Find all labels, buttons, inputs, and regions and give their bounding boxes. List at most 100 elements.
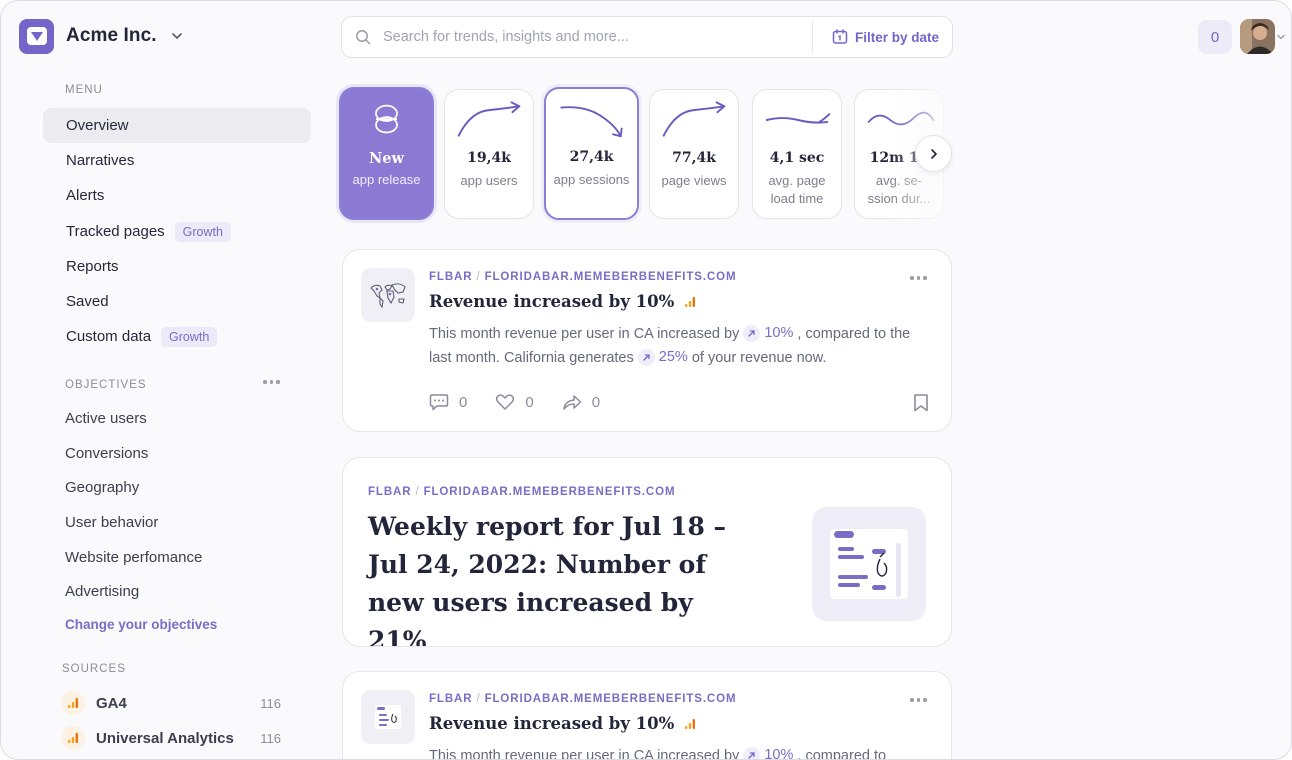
objective-item[interactable]: User behavior: [65, 514, 159, 531]
objective-item[interactable]: Geography: [65, 479, 140, 496]
sidebar-item-custom-data[interactable]: Custom data Growth: [43, 319, 311, 354]
objective-item[interactable]: Active users: [65, 410, 147, 427]
report-icon: [361, 690, 415, 744]
domain-tag[interactable]: FLORIDABAR.MEMEBERBENEFITS.COM: [423, 486, 676, 498]
trend-pill: 10%: [743, 322, 793, 345]
card-body: This month revenue per user in CA increa…: [429, 744, 929, 760]
trend-pill: 10%: [743, 744, 794, 760]
metric-tile-new-release[interactable]: New app release: [339, 87, 434, 220]
insight-card[interactable]: FLBAR / FLORIDABAR.MEMEBERBENEFITS.COM Rev…: [342, 671, 952, 760]
trend-flat-sparkline: [765, 113, 831, 124]
comment-button[interactable]: 0: [429, 393, 467, 411]
report-card[interactable]: FLBAR / FLORIDABAR.MEMEBERBENEFITS.COM Wee…: [342, 457, 952, 647]
calendar-icon: [832, 29, 848, 44]
objective-item[interactable]: Advertising: [65, 583, 140, 600]
trend-pill: 25%: [637, 346, 688, 369]
acme-logo-icon: [19, 18, 54, 54]
objectives-section-label: OBJECTIVES: [65, 379, 147, 391]
share-icon: [562, 395, 581, 410]
divider: [811, 21, 813, 53]
card-title-text: Revenue increased by 10%: [429, 714, 675, 733]
card-body-text: This month revenue per user in CA increa…: [429, 748, 740, 760]
share-count: 0: [591, 393, 601, 411]
trend-value: 25%: [658, 349, 688, 365]
arrow-up-right-icon: [743, 325, 761, 342]
sidebar-item-alerts[interactable]: Alerts: [43, 178, 311, 213]
metric-value: 19,4k: [467, 150, 511, 166]
metric-tile-avg-page-load-time[interactable]: 4,1 sec avg. page load time: [752, 89, 842, 219]
sidebar: Acme Inc. MENU Overview Narratives Alert…: [1, 1, 326, 759]
org-name: Acme Inc.: [66, 25, 157, 46]
sidebar-item-narratives[interactable]: Narratives: [43, 143, 311, 178]
sidebar-item-tracked-pages[interactable]: Tracked pages Growth: [43, 214, 311, 249]
trend-value: 10%: [764, 747, 794, 760]
sidebar-item-overview[interactable]: Overview: [43, 108, 311, 143]
trend-up-sparkline: [662, 101, 726, 137]
card-breadcrumb: FLBAR / FLORIDABAR.MEMEBERBENEFITS.COM: [429, 271, 737, 283]
search-input[interactable]: [383, 17, 812, 57]
analytics-icon: [61, 726, 85, 750]
chevron-down-icon[interactable]: [1276, 32, 1286, 42]
source-tag[interactable]: FLBAR: [429, 693, 473, 705]
sidebar-item-saved[interactable]: Saved: [43, 284, 311, 319]
metric-label: app sessions: [553, 172, 630, 187]
comment-icon: [429, 394, 449, 411]
metric-label: avg. se-ssion dur...: [867, 173, 931, 206]
like-button[interactable]: 0: [495, 393, 534, 411]
source-tag[interactable]: FLBAR: [368, 486, 412, 498]
analytics-icon: [685, 296, 696, 307]
analytics-icon: [61, 691, 85, 715]
search-icon: [355, 29, 371, 45]
metric-label: avg. page load time: [768, 173, 826, 206]
bookmark-button[interactable]: [913, 393, 929, 417]
card-breadcrumb: FLBAR / FLORIDABAR.MEMEBERBENEFITS.COM: [429, 693, 737, 705]
card-body-text: of your revenue now.: [691, 350, 827, 366]
growth-badge: Growth: [161, 326, 218, 347]
heart-icon: [496, 394, 515, 410]
domain-tag[interactable]: FLORIDABAR.MEMEBERBENEFITS.COM: [484, 271, 737, 283]
source-count: 116: [260, 695, 281, 711]
source-item-ga4[interactable]: GA4 116: [61, 691, 281, 715]
metric-tile-app-sessions[interactable]: 27,4k app sessions: [544, 87, 639, 220]
arrow-up-right-icon: [637, 349, 655, 366]
insight-card[interactable]: FLBAR / FLORIDABAR.MEMEBERBENEFITS.COM Rev…: [342, 249, 952, 432]
sidebar-item-label: Reports: [66, 258, 119, 275]
bookmark-icon: [914, 394, 928, 412]
card-body: This month revenue per user in CA increa…: [429, 322, 929, 370]
card-title: Revenue increased by 10%: [429, 714, 696, 733]
chevron-right-icon: [930, 148, 937, 159]
metric-label: app release: [352, 172, 421, 187]
objective-item[interactable]: Conversions: [65, 445, 149, 462]
sidebar-item-label: Overview: [66, 117, 129, 134]
notifications-button[interactable]: 0: [1198, 20, 1232, 54]
comment-count: 0: [459, 393, 468, 411]
card-more-button[interactable]: [910, 698, 927, 702]
org-switcher[interactable]: Acme Inc.: [19, 18, 183, 54]
filter-label: Filter by date: [854, 29, 939, 45]
objectives-more-button[interactable]: [263, 380, 280, 384]
filter-by-date-button[interactable]: Filter by date: [813, 17, 952, 57]
search-bar: Filter by date: [341, 16, 953, 58]
metric-tile-app-users[interactable]: 19,4k app users: [444, 89, 534, 219]
sidebar-item-reports[interactable]: Reports: [43, 249, 311, 284]
source-name: Universal Analytics: [96, 729, 234, 747]
avatar[interactable]: [1240, 19, 1275, 54]
metric-tile-page-views[interactable]: 77,4k page views: [649, 89, 739, 219]
share-button[interactable]: 0: [562, 393, 600, 411]
domain-tag[interactable]: FLORIDABAR.MEMEBERBENEFITS.COM: [484, 693, 737, 705]
card-more-button[interactable]: [910, 276, 927, 280]
card-title: Revenue increased by 10%: [429, 292, 696, 311]
change-objectives-link[interactable]: Change your objectives: [65, 617, 218, 632]
release-icon: [375, 104, 398, 134]
card-body-text: , compared to the last month. California…: [429, 326, 911, 366]
metric-value: 77,4k: [672, 150, 716, 166]
metrics-next-button[interactable]: [915, 135, 952, 172]
source-item-universal-analytics[interactable]: Universal Analytics 116: [61, 726, 281, 750]
sources-section-label: SOURCES: [62, 663, 126, 675]
objective-item[interactable]: Website perfomance: [65, 549, 203, 566]
report-title: Weekly report for Jul 18 – Jul 24, 2022:…: [368, 512, 727, 647]
source-tag[interactable]: FLBAR: [429, 271, 473, 283]
metric-value: New: [369, 150, 404, 167]
card-actions: 0 0 0: [429, 393, 628, 411]
